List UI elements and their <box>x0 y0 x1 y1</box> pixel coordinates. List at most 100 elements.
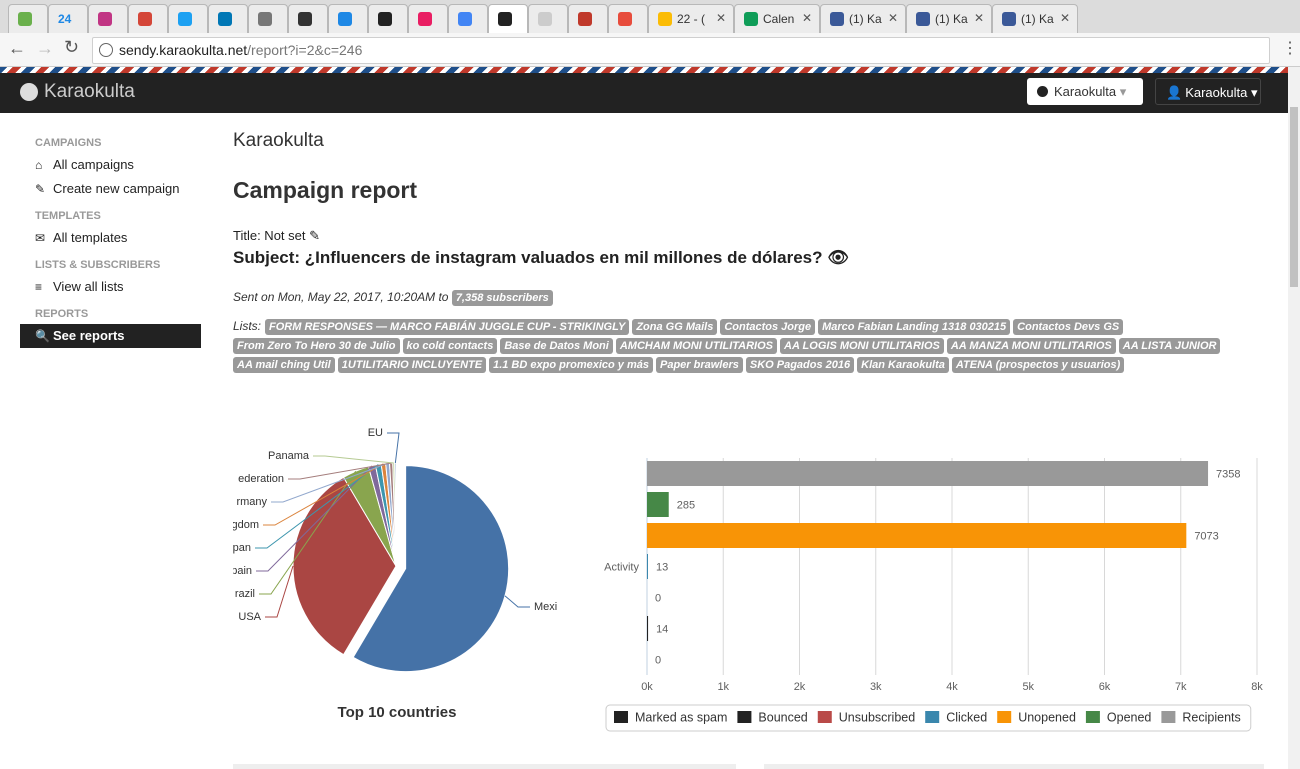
pie-label: razil <box>235 588 255 600</box>
list-badge[interactable]: Contactos Jorge <box>720 319 816 335</box>
icon: ✉ <box>35 230 46 245</box>
data-label: 7358 <box>1216 468 1240 480</box>
tab[interactable] <box>88 4 128 33</box>
tab-icon <box>538 12 552 26</box>
tab-icon <box>418 12 432 26</box>
tab[interactable] <box>328 4 368 33</box>
list-badge[interactable]: Contactos Devs GS <box>1013 319 1124 335</box>
sidebar-link-label: Create new campaign <box>53 181 180 196</box>
tab-icon <box>138 12 152 26</box>
app-name: Karaokulta <box>233 130 324 151</box>
list-badge[interactable]: From Zero To Hero 30 de Julio <box>233 338 400 354</box>
tab[interactable]: 22 - (✕ <box>648 4 734 33</box>
scrollbar[interactable] <box>1288 67 1300 769</box>
tab[interactable] <box>168 4 208 33</box>
list-badge[interactable]: Zona GG Mails <box>632 319 718 335</box>
tab-close[interactable]: ✕ <box>1059 11 1070 25</box>
list-badge[interactable]: AMCHAM MONI UTILITARIOS <box>615 338 778 354</box>
legend-label: Unopened <box>1018 710 1076 724</box>
omnibox[interactable]: sendy.karaokulta.net/report?i=2&c=246 <box>92 37 1270 64</box>
tab[interactable] <box>608 4 648 33</box>
tab-close[interactable]: ✕ <box>973 11 984 25</box>
menu-button[interactable]: ⋮ <box>1282 40 1298 57</box>
sidebar-link[interactable]: ⌂ All campaigns <box>20 153 201 177</box>
list-badge[interactable]: 1.1 BD expo promexico y más <box>489 357 653 373</box>
bar <box>647 616 649 641</box>
list-badge[interactable]: FORM RESPONSES — MARCO FABIÁN JUGGLE CUP… <box>265 319 630 335</box>
bar <box>647 523 1187 548</box>
brand[interactable]: Karaokulta <box>44 81 135 102</box>
tab[interactable] <box>208 4 248 33</box>
subscribers-badge[interactable]: 7,358 subscribers <box>451 290 553 306</box>
tab[interactable] <box>368 4 408 33</box>
x-tick-label: 0k <box>641 681 653 693</box>
brand-menu-label: Karaokulta <box>1054 84 1117 99</box>
tab[interactable] <box>128 4 168 33</box>
back-button[interactable]: ← <box>8 38 26 58</box>
pie-label: Mexi <box>534 601 557 613</box>
forward-button[interactable]: → <box>36 38 54 58</box>
sidebar-link-label: See reports <box>53 328 125 343</box>
tab[interactable] <box>8 4 48 33</box>
tab[interactable] <box>288 4 328 33</box>
user-menu[interactable]: 👤 Karaokulta ▾ <box>1155 78 1261 105</box>
x-tick-label: 5k <box>1022 681 1034 693</box>
list-badge[interactable]: SKO Pagados 2016 <box>745 357 855 373</box>
tab[interactable]: (1) Ka ✕ <box>820 4 906 33</box>
tab[interactable] <box>248 4 288 33</box>
tab-icon <box>458 12 472 26</box>
list-badge[interactable]: Base de Datos Moni <box>500 338 613 354</box>
user-menu-label: Karaokulta <box>1185 85 1248 100</box>
tab[interactable] <box>568 4 608 33</box>
sidebar-link[interactable]: ≡ View all lists <box>20 275 201 299</box>
tab[interactable]: (1) Ka ✕ <box>906 4 992 33</box>
list-badge[interactable]: AA mail ching Util <box>233 357 335 373</box>
tab-icon <box>218 12 232 26</box>
tab[interactable] <box>528 4 568 33</box>
list-badge[interactable]: 1UTILITARIO INCLUYENTE <box>337 357 487 373</box>
sidebar-link[interactable]: ✉ All templates <box>20 226 201 250</box>
connector <box>313 455 394 464</box>
tab[interactable] <box>488 4 528 33</box>
y-category-label: Activity <box>604 561 639 573</box>
x-tick-label: 7k <box>1175 681 1187 693</box>
list-badge[interactable]: AA LOGIS MONI UTILITARIOS <box>780 338 944 354</box>
tab-icon <box>378 12 392 26</box>
sidebar-link[interactable]: ✎ Create new campaign <box>20 177 201 201</box>
tab-icon <box>298 12 312 26</box>
sidebar-link-label: View all lists <box>53 279 124 294</box>
tab-close[interactable]: ✕ <box>715 11 726 25</box>
tab[interactable] <box>408 4 448 33</box>
list-badge[interactable]: AA MANZA MONI UTILITARIOS <box>946 338 1116 354</box>
list-badge[interactable]: Marco Fabian Landing 1318 030215 <box>818 319 1011 335</box>
sidebar: CAMPAIGNS ⌂ All campaigns ✎ Create new campa… <box>20 128 201 348</box>
legend-swatch <box>614 711 628 723</box>
bar <box>647 492 669 517</box>
list-badge[interactable]: Klan Karaokulta <box>857 357 949 373</box>
pie-label: pain <box>231 565 252 577</box>
connector <box>256 465 373 572</box>
tab[interactable]: (1) Ka ✕ <box>992 4 1078 33</box>
tab[interactable]: Calen ✕ <box>734 4 820 33</box>
tab-title: (1) Ka <box>849 12 882 26</box>
brand-menu[interactable]: Karaokulta ▾ <box>1027 78 1143 105</box>
data-label: 13 <box>656 561 668 573</box>
list-badge[interactable]: ATENA (prospectos y usuarios) <box>951 357 1125 373</box>
icon: ≡ <box>35 279 43 294</box>
pie-title: Top 10 countries <box>338 704 457 721</box>
data-label: 285 <box>677 499 695 511</box>
list-badge[interactable]: Paper brawlers <box>655 357 743 373</box>
tab[interactable] <box>448 4 488 33</box>
list-badge[interactable]: ko cold contacts <box>402 338 498 354</box>
tab[interactable]: 24 <box>48 4 88 33</box>
legend-swatch <box>1161 711 1176 723</box>
tab-close[interactable]: ✕ <box>801 11 812 25</box>
sidebar-link[interactable]: 🔍 See reports <box>20 324 201 348</box>
sent: Sent on Mon, May 22, 2017, 10:20AM to <box>233 290 449 304</box>
legend: Marked as spam Bounced Unsubscribed Clicked… <box>605 704 1252 732</box>
tab-close[interactable]: ✕ <box>887 11 898 25</box>
list-badge[interactable]: AA LISTA JUNIOR <box>1118 338 1221 354</box>
reload-button[interactable]: ↻ <box>64 37 80 57</box>
lists-label: Lists: <box>233 319 262 333</box>
